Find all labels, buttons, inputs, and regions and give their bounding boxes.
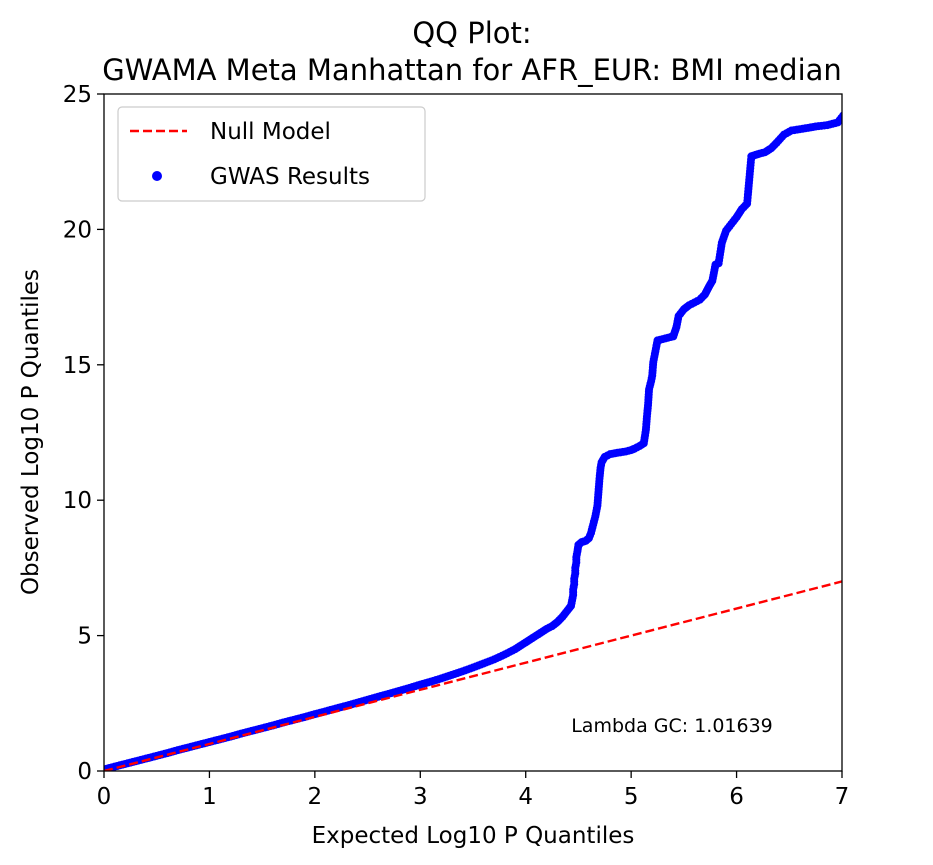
y-tick-label: 20 — [63, 217, 92, 243]
x-tick-label: 1 — [202, 784, 217, 810]
legend: Null Model GWAS Results — [117, 106, 426, 202]
y-axis-ticks: 0 5 10 15 20 25 — [63, 82, 104, 785]
x-axis-label: Expected Log10 P Quantiles — [312, 823, 635, 849]
x-tick-label: 4 — [518, 784, 533, 810]
legend-gwas-results-swatch — [152, 171, 162, 181]
chart-title-line2: GWAMA Meta Manhattan for AFR_EUR: BMI me… — [102, 53, 842, 87]
legend-null-model-label: Null Model — [210, 119, 331, 145]
legend-box — [117, 106, 426, 202]
y-tick-label: 5 — [77, 624, 92, 650]
x-tick-label: 0 — [97, 784, 112, 810]
gwas-results-points — [104, 111, 842, 771]
null-model-line — [104, 580, 842, 771]
plot-frame — [103, 93, 843, 772]
data-point — [839, 111, 842, 120]
legend-gwas-results-label: GWAS Results — [210, 164, 370, 190]
y-axis-label: Observed Log10 P Quantiles — [18, 269, 44, 595]
x-tick-label: 7 — [835, 784, 850, 810]
x-tick-label: 3 — [413, 784, 428, 810]
y-tick-label: 0 — [77, 759, 92, 785]
chart-title-line1: QQ Plot: — [412, 16, 531, 50]
y-tick-label: 10 — [63, 488, 92, 514]
lambda-gc-annotation: Lambda GC: 1.01639 — [571, 715, 773, 737]
x-tick-label: 6 — [729, 784, 744, 810]
x-axis-ticks: 0 1 2 3 4 5 6 7 — [97, 771, 850, 810]
x-tick-label: 2 — [308, 784, 323, 810]
x-tick-label: 5 — [624, 784, 639, 810]
y-tick-label: 25 — [63, 82, 92, 108]
y-tick-label: 15 — [63, 353, 92, 379]
